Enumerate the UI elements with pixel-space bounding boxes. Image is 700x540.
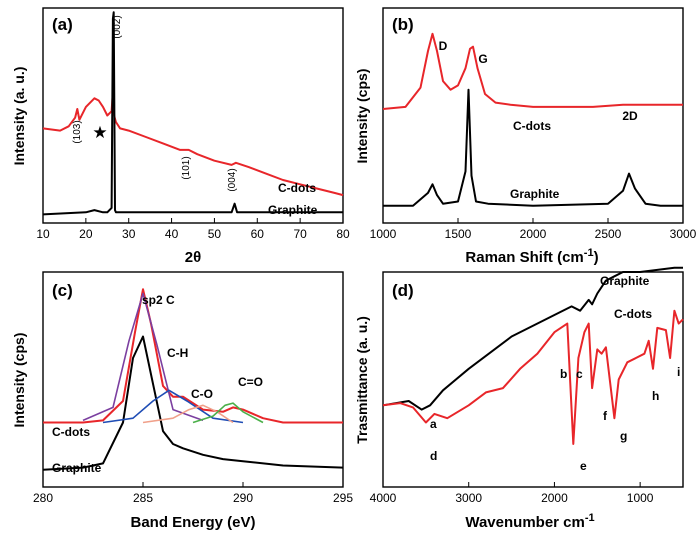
panel-a-xtick-label: 10: [36, 227, 50, 241]
panel-a-graphite-label: Graphite: [268, 203, 318, 217]
panel-c-series-sp2-c: [82, 292, 204, 422]
peak-103-label: (103): [72, 120, 83, 143]
panel-a-series: [42, 11, 344, 216]
peak-i-label: i: [677, 365, 680, 379]
panel-d-xtick-label: 3000: [455, 491, 482, 505]
panel-c-xtick-label: 285: [133, 491, 153, 505]
panel-a-xtick-label: 80: [336, 227, 350, 241]
panel-d-xtick-label: 2000: [541, 491, 568, 505]
peak-D-label: D: [439, 39, 448, 53]
panel-d-xtick-label: 4000: [370, 491, 397, 505]
panel-c-series-c-h: [102, 389, 244, 424]
panel-a: 10 20 30 40 50 60 70 80 (a) Intensity (a. u.) 2…: [11, 7, 350, 266]
peak-sp2c-label: sp2 C: [142, 293, 175, 307]
panel-d-cdots-label: C-dots: [614, 307, 652, 321]
peak-e-label: e: [580, 459, 587, 473]
peak-a-label: a: [430, 417, 437, 431]
panel-a-series-graphite: [42, 11, 343, 216]
panel-c-graphite-label: Graphite: [52, 461, 102, 475]
peak-004-label: (004): [227, 168, 238, 191]
panel-a-label: (a): [52, 15, 73, 34]
panel-c-cdots-label: C-dots: [52, 425, 90, 439]
peak-d-label: d: [430, 449, 437, 463]
panel-d-xlabel: Wavenumber cm-1: [465, 512, 594, 531]
panel-d-xtick-label: 1000: [627, 491, 654, 505]
panel-c-xtick-label: 280: [33, 491, 53, 505]
peak-h-label: h: [652, 389, 659, 403]
panel-a-frame: [42, 7, 344, 224]
panel-c-ylabel: Intensity (cps): [11, 333, 27, 428]
peak-G-label: G: [478, 52, 487, 66]
panel-b-cdots-label: C-dots: [513, 119, 551, 133]
panel-d-label: (d): [392, 281, 414, 300]
panel-a-xtick-label: 40: [165, 227, 179, 241]
panel-d-graphite-label: Graphite: [600, 274, 650, 288]
panel-a-xlabel: 2θ: [185, 249, 201, 266]
peak-101-label: (101): [181, 156, 192, 179]
panel-d-ticks: 4000 3000 2000 1000: [370, 482, 654, 505]
panel-c-xlabel: Band Energy (eV): [130, 514, 255, 531]
panel-a-xtick-label: 20: [79, 227, 93, 241]
panel-c-series-graphite: [42, 335, 344, 471]
panel-b-xtick-label: 3000: [670, 227, 697, 241]
panel-d-frame: [382, 271, 684, 488]
star-marker: ★: [92, 123, 107, 142]
panel-c-series-c-o: [192, 402, 264, 424]
peak-b-label: b: [560, 367, 567, 381]
peak-2D-label: 2D: [622, 109, 638, 123]
peak-g-label: g: [620, 429, 627, 443]
panel-a-ticks: 10 20 30 40 50 60 70 80: [36, 218, 350, 241]
peak-002-label: (002): [112, 15, 123, 38]
panel-d-series: [382, 266, 684, 445]
panel-b-ticks: 1000 1500 2000 2500 3000: [370, 218, 697, 241]
panel-a-series-c-dots: [42, 90, 344, 197]
peak-c-double-o-label: C=O: [238, 375, 263, 389]
panel-d-series-graphite: [382, 266, 683, 411]
panel-c-frame: [42, 271, 344, 488]
peak-ch-label: C-H: [167, 346, 188, 360]
panel-b-graphite-label: Graphite: [510, 187, 560, 201]
panel-c: 280 285 290 295 (c) Intensity (cps) Band En…: [11, 271, 353, 531]
panel-b-series-graphite: [383, 88, 683, 207]
panel-b-ylabel: Intensity (cps): [354, 69, 370, 164]
panel-c-series-c-o: [142, 404, 234, 424]
panel-c-label: (c): [52, 281, 73, 300]
panel-b-xtick-label: 2500: [595, 227, 622, 241]
panel-d: 4000 3000 2000 1000 (d) Trasmittance (a. u.…: [354, 266, 684, 531]
panel-d-series-c-dots: [382, 309, 684, 445]
panel-d-ylabel: Trasmittance (a. u.): [354, 316, 370, 444]
panel-b-series-c-dots: [382, 32, 683, 110]
peak-c-label: c: [576, 367, 583, 381]
panel-a-ylabel: Intensity (a. u.): [11, 67, 27, 166]
panel-b: 1000 1500 2000 2500 3000 (b) Intensity (cps)…: [354, 7, 697, 266]
panel-a-xtick-label: 70: [293, 227, 307, 241]
panel-a-xtick-label: 60: [251, 227, 265, 241]
panel-a-cdots-label: C-dots: [278, 181, 316, 195]
panel-b-label: (b): [392, 15, 414, 34]
peak-f-label: f: [603, 409, 608, 423]
panel-b-xtick-label: 1500: [445, 227, 472, 241]
panel-c-series-c-dots-envelope: [43, 288, 343, 424]
panel-b-xlabel: Raman Shift (cm-1): [465, 247, 598, 266]
panel-b-xtick-label: 2000: [520, 227, 547, 241]
panel-a-xtick-label: 50: [208, 227, 222, 241]
panel-a-xtick-label: 30: [122, 227, 136, 241]
panel-c-series: [42, 288, 344, 471]
panel-c-xtick-label: 290: [233, 491, 253, 505]
peak-co-label: C-O: [191, 387, 213, 401]
panel-c-xtick-label: 295: [333, 491, 353, 505]
panel-b-series: [382, 32, 683, 207]
panel-c-ticks: 280 285 290 295: [33, 482, 353, 505]
panel-b-xtick-label: 1000: [370, 227, 397, 241]
